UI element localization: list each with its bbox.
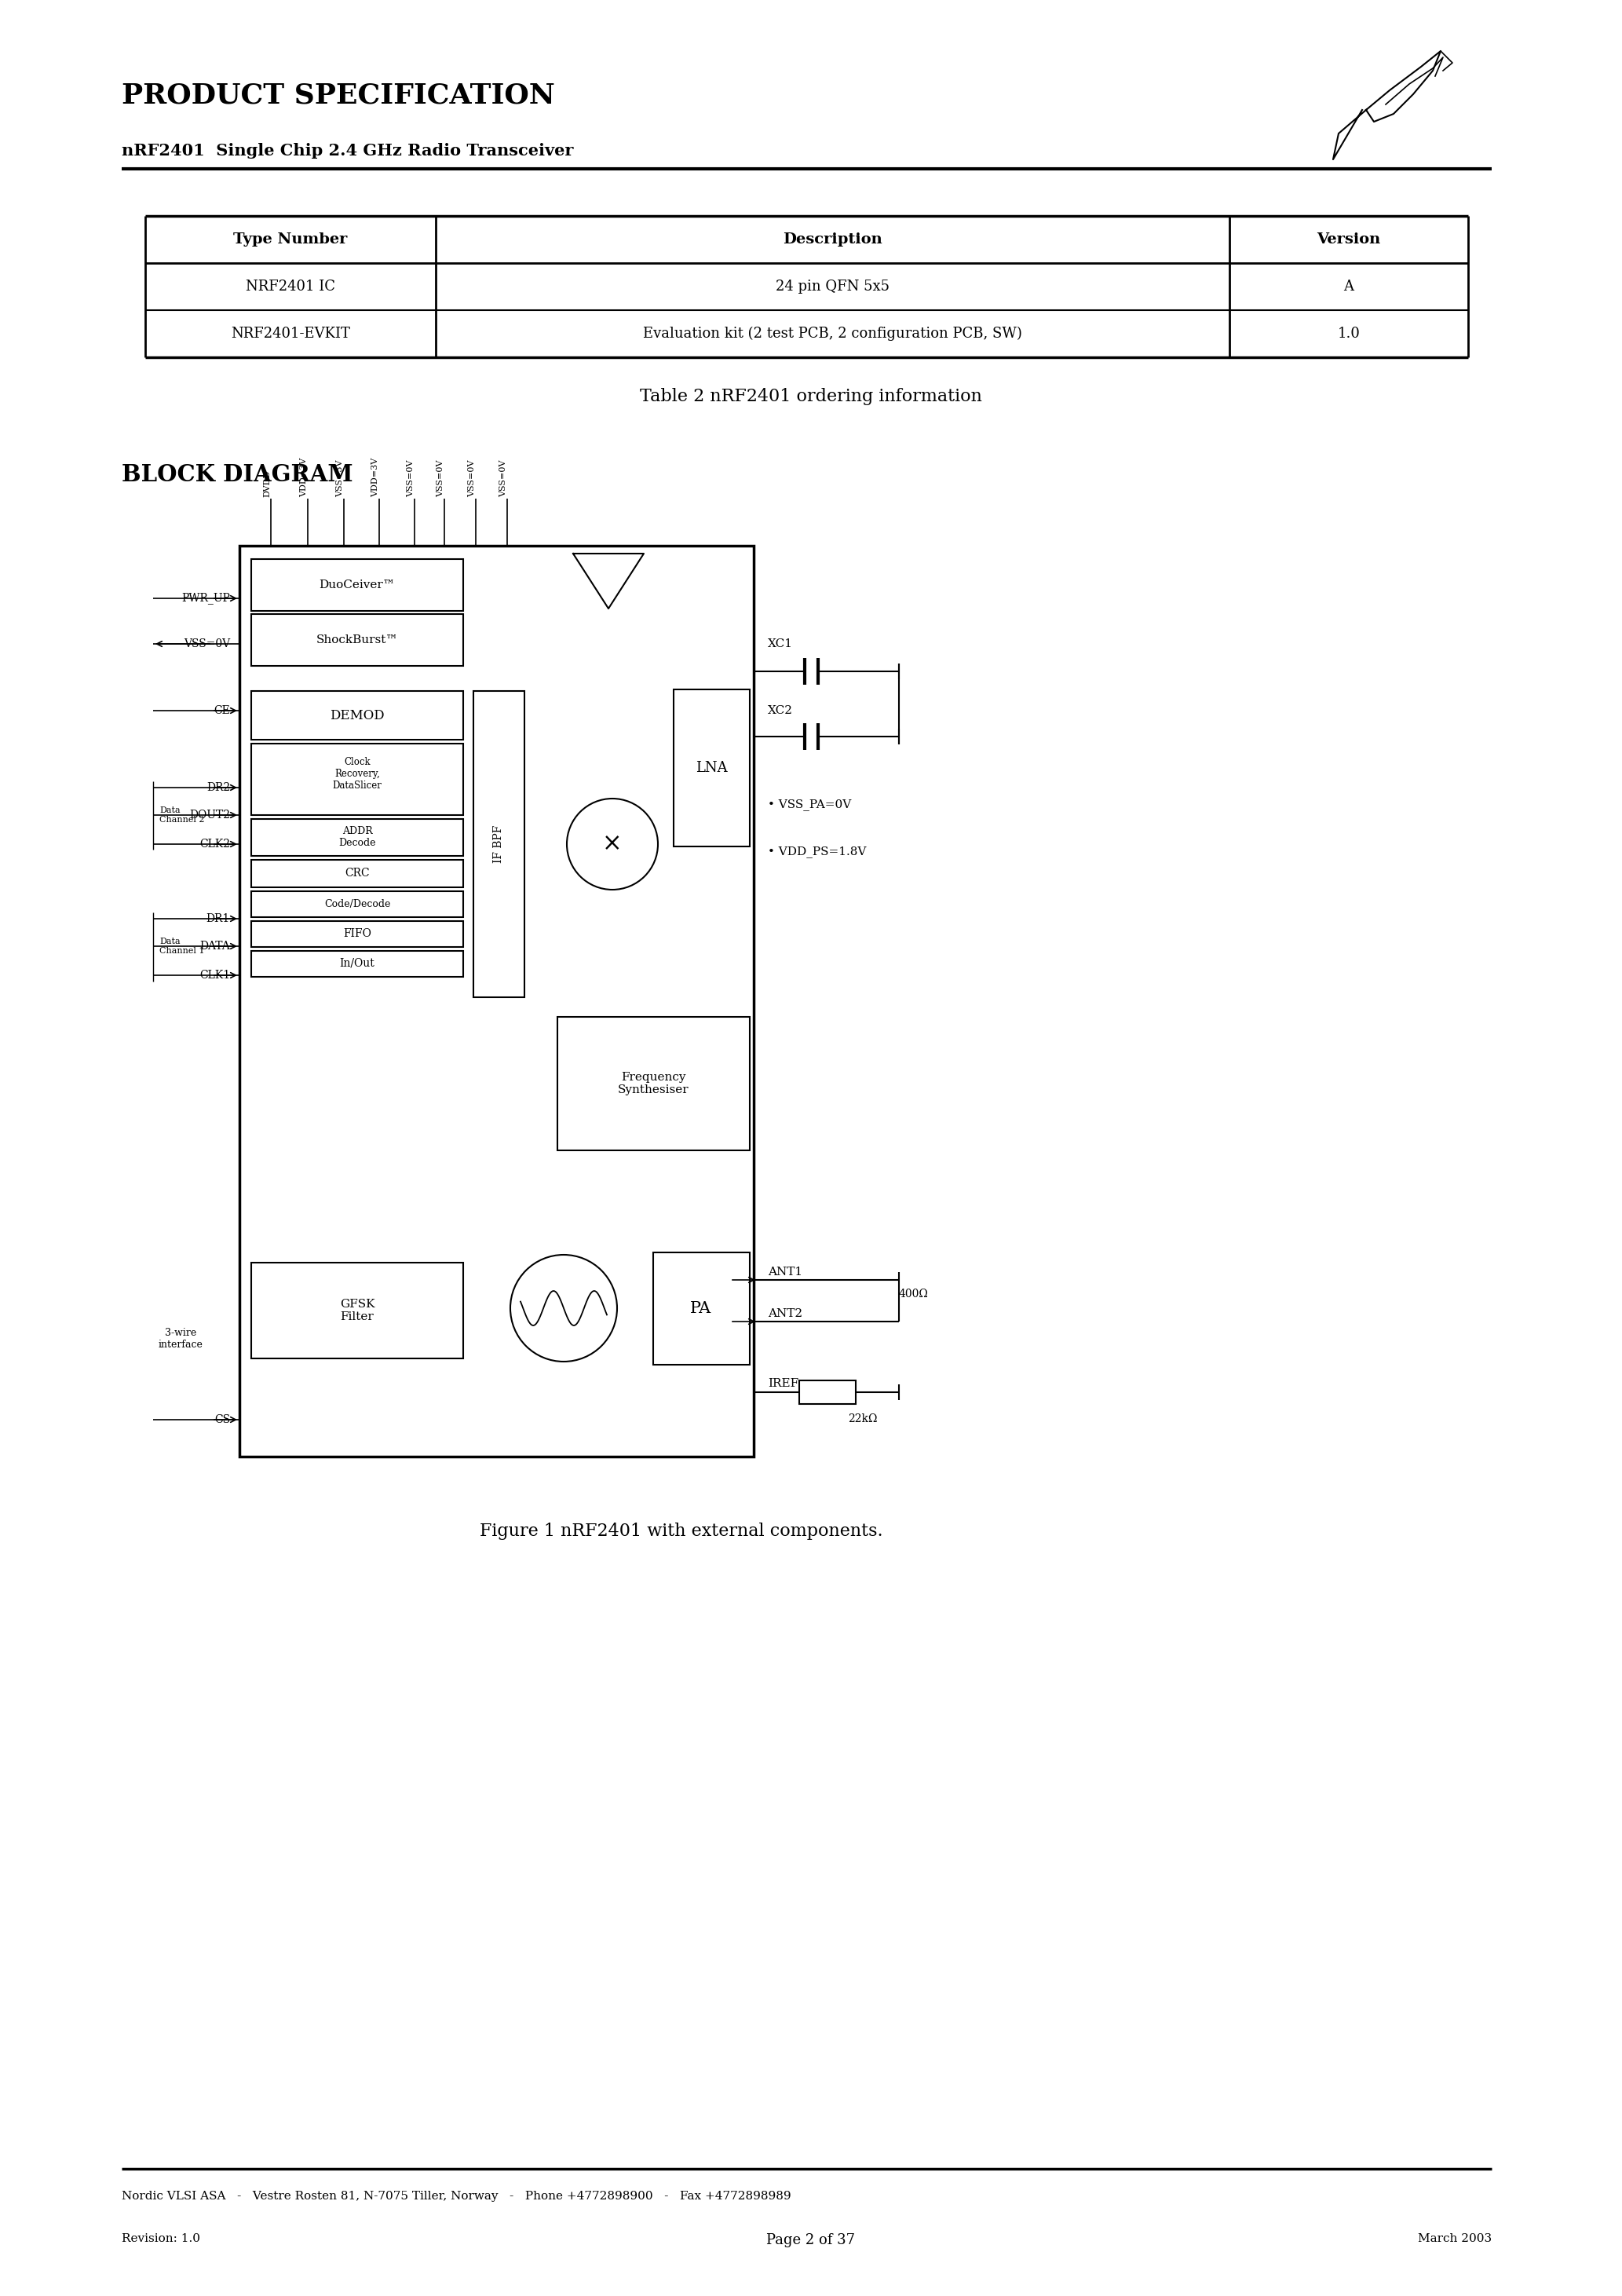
Bar: [558, 1017, 749, 1150]
Text: Revision: 1.0: Revision: 1.0: [122, 2234, 200, 2243]
Bar: [673, 689, 749, 847]
Text: March 2003: March 2003: [1418, 2234, 1492, 2243]
Text: Description: Description: [783, 232, 882, 246]
Bar: [251, 891, 464, 916]
Text: 24 pin QFN 5x5: 24 pin QFN 5x5: [775, 280, 889, 294]
Text: Version: Version: [1317, 232, 1380, 246]
Text: CLK1: CLK1: [200, 969, 230, 980]
Text: NRF2401-EVKIT: NRF2401-EVKIT: [230, 326, 350, 340]
Bar: [240, 546, 754, 1456]
Text: IF BPF: IF BPF: [493, 824, 504, 863]
Text: DuoCeiver™: DuoCeiver™: [320, 579, 396, 590]
Text: ANT1: ANT1: [767, 1267, 803, 1277]
Text: PRODUCT SPECIFICATION: PRODUCT SPECIFICATION: [122, 83, 555, 110]
Text: CRC: CRC: [345, 868, 370, 879]
Text: Code/Decode: Code/Decode: [324, 898, 391, 909]
Text: DR2: DR2: [206, 783, 230, 792]
Text: 22kΩ: 22kΩ: [848, 1414, 878, 1424]
Text: CLK2: CLK2: [200, 838, 230, 850]
Text: • VSS_PA=0V: • VSS_PA=0V: [767, 799, 852, 810]
Text: Data
Channel 2: Data Channel 2: [159, 806, 204, 824]
Text: Figure 1 nRF2401 with external components.: Figure 1 nRF2401 with external component…: [480, 1522, 882, 1541]
Text: VSS=3V: VSS=3V: [336, 459, 344, 496]
Text: Frequency
Synthesiser: Frequency Synthesiser: [618, 1072, 689, 1095]
Text: DATA: DATA: [200, 941, 230, 953]
Text: Nordic VLSI ASA   -   Vestre Rosten 81, N-7075 Tiller, Norway   -   Phone +47728: Nordic VLSI ASA - Vestre Rosten 81, N-70…: [122, 2190, 792, 2202]
Text: ShockBurst™: ShockBurst™: [316, 634, 399, 645]
Text: A: A: [1343, 280, 1354, 294]
Text: CE: CE: [214, 705, 230, 716]
Bar: [251, 921, 464, 946]
Bar: [251, 951, 464, 976]
Text: PA: PA: [691, 1302, 712, 1316]
Bar: [251, 613, 464, 666]
Text: ADDR
Decode: ADDR Decode: [339, 827, 376, 847]
Text: DVDD: DVDD: [263, 471, 271, 496]
Text: DEMOD: DEMOD: [329, 709, 384, 721]
Text: VDD=3V: VDD=3V: [371, 457, 380, 496]
Text: Data
Channel 1: Data Channel 1: [159, 937, 204, 955]
Bar: [251, 560, 464, 611]
Text: Type Number: Type Number: [234, 232, 347, 246]
Text: 3-wire
interface: 3-wire interface: [159, 1327, 203, 1350]
Bar: [251, 691, 464, 739]
Bar: [654, 1251, 749, 1364]
Text: NRF2401 IC: NRF2401 IC: [247, 280, 336, 294]
Text: VSS=0V: VSS=0V: [436, 459, 444, 496]
Text: PWR_UP: PWR_UP: [182, 592, 230, 604]
Text: XC2: XC2: [767, 705, 793, 716]
Text: CS: CS: [214, 1414, 230, 1426]
Text: ANT2: ANT2: [767, 1309, 803, 1320]
Text: VSS=0V: VSS=0V: [407, 459, 415, 496]
Text: DOUT2: DOUT2: [190, 810, 230, 820]
Text: VSS=0V: VSS=0V: [183, 638, 230, 650]
Text: Table 2 nRF2401 ordering information: Table 2 nRF2401 ordering information: [641, 388, 981, 404]
Text: 1.0: 1.0: [1338, 326, 1361, 340]
Text: Page 2 of 37: Page 2 of 37: [767, 2234, 855, 2248]
Text: DR1: DR1: [206, 914, 230, 925]
Bar: [251, 744, 464, 815]
Text: IREF: IREF: [767, 1378, 798, 1389]
Text: • VDD_PS=1.8V: • VDD_PS=1.8V: [767, 847, 866, 859]
Text: ×: ×: [602, 831, 623, 856]
Text: VSS=0V: VSS=0V: [467, 459, 475, 496]
Bar: [251, 1263, 464, 1359]
Text: Clock
Recovery,
DataSlicer: Clock Recovery, DataSlicer: [333, 758, 381, 790]
Bar: [251, 859, 464, 886]
Text: nRF2401  Single Chip 2.4 GHz Radio Transceiver: nRF2401 Single Chip 2.4 GHz Radio Transc…: [122, 142, 574, 158]
Text: GFSK
Filter: GFSK Filter: [339, 1300, 375, 1322]
Text: VDD=3V: VDD=3V: [300, 457, 308, 496]
Text: 400Ω: 400Ω: [899, 1288, 929, 1300]
Bar: [474, 691, 524, 996]
Text: XC1: XC1: [767, 638, 793, 650]
Text: BLOCK DIAGRAM: BLOCK DIAGRAM: [122, 464, 354, 487]
Text: In/Out: In/Out: [339, 957, 375, 969]
Bar: [800, 1380, 856, 1403]
Text: Evaluation kit (2 test PCB, 2 configuration PCB, SW): Evaluation kit (2 test PCB, 2 configurat…: [642, 326, 1022, 340]
Bar: [251, 820, 464, 856]
Text: LNA: LNA: [696, 760, 727, 776]
Text: FIFO: FIFO: [344, 928, 371, 939]
Text: VSS=0V: VSS=0V: [500, 459, 508, 496]
